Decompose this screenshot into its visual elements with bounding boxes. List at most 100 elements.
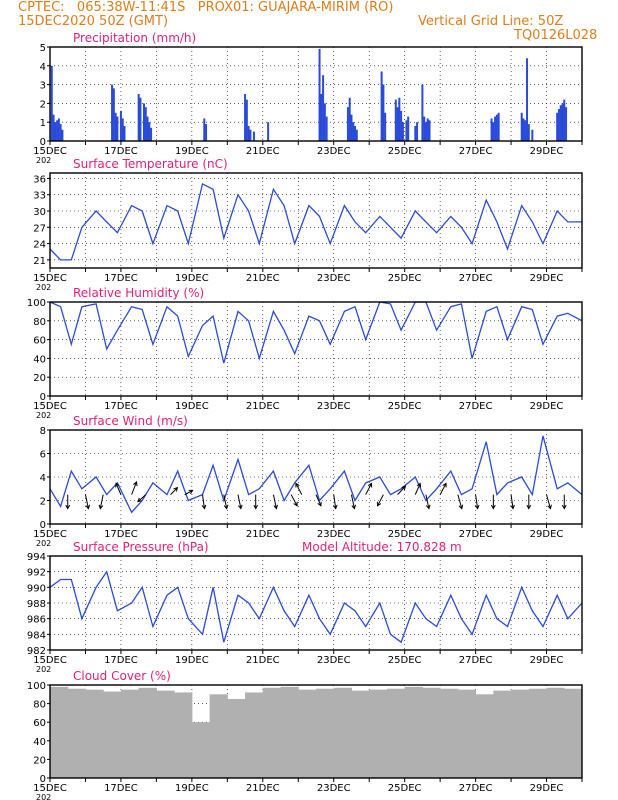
x-tick-label: 19DEC: [175, 273, 209, 284]
precip-bar: [428, 120, 431, 141]
x-tick-label: 15DEC: [33, 273, 67, 284]
cloud-bar: [386, 688, 406, 778]
y-tick-label: 36: [33, 174, 46, 185]
precip-bar: [490, 118, 493, 141]
wind-arrow-head: [201, 504, 207, 510]
x-tick-label: 19DEC: [175, 655, 209, 666]
precip-bar: [396, 107, 399, 141]
x-tick-label: 21DEC: [246, 273, 280, 284]
y-tick-label: 1: [40, 118, 46, 129]
wind-arrow-head: [490, 504, 496, 510]
panel-title: Cloud Cover (%): [73, 669, 171, 683]
precip-bar: [394, 99, 397, 141]
x-tick-label: 25DEC: [388, 273, 422, 284]
header-grid-note: Vertical Grid Line: 50Z: [418, 14, 564, 29]
precip-bar: [50, 65, 53, 141]
y-tick-label: 4: [40, 62, 46, 73]
y-tick-label: 0: [40, 392, 46, 403]
y-tick-label: 990: [27, 583, 46, 594]
wind-arrow: [414, 483, 421, 495]
x-tick-label: 15DEC: [33, 401, 67, 412]
precip-bar: [245, 99, 248, 141]
wind-arrow-head: [173, 486, 179, 492]
precip-bar: [114, 112, 117, 141]
wind-arrow-head: [561, 504, 567, 510]
series-line: [49, 570, 583, 644]
y-tick-label: 982: [27, 646, 46, 657]
panel-title: Surface Pressure (hPa): [73, 540, 209, 554]
precip-bar: [414, 125, 417, 141]
y-tick-label: 6: [40, 450, 46, 461]
precip-bar: [323, 103, 326, 141]
y-tick-label: 30: [33, 207, 46, 218]
cloud-bar: [457, 689, 477, 778]
y-tick-label: 24: [33, 240, 46, 251]
y-tick-label: 0: [40, 774, 46, 785]
cloud-bar: [120, 689, 140, 778]
precip-bar: [112, 88, 115, 141]
precip-bar: [144, 107, 147, 141]
y-tick-label: 80: [33, 317, 46, 328]
panel-frame: [49, 301, 583, 397]
cloud-bar: [156, 690, 175, 778]
x-tick-label: 23DEC: [317, 529, 351, 540]
precip-bar: [524, 120, 527, 141]
cloud-bar: [422, 687, 441, 778]
precip-bar: [346, 107, 349, 141]
header-code: TQ0126L028: [514, 28, 598, 43]
wind-arrow-head: [416, 482, 422, 488]
precip-bar: [150, 127, 153, 141]
cloud-bar: [493, 690, 512, 778]
precip-bar: [52, 114, 55, 141]
x-tick-label: 23DEC: [317, 146, 351, 157]
precip-bar: [247, 125, 250, 141]
x-tick-label: 29DEC: [530, 655, 564, 666]
precip-bar: [561, 103, 564, 141]
y-tick-label: 60: [33, 336, 46, 347]
precip-bar: [205, 124, 208, 141]
precip-bar: [123, 125, 126, 141]
wind-arrow: [315, 494, 322, 507]
wind-arrow: [184, 489, 193, 496]
x-tick-label: 15DEC: [33, 783, 67, 794]
x-tick-label: 25DEC: [388, 529, 422, 540]
cloud-bar: [333, 687, 352, 778]
precip-bar: [405, 120, 408, 141]
panel-frame: [49, 429, 583, 525]
x-tick-label: 23DEC: [317, 401, 351, 412]
precip-bar: [400, 110, 403, 141]
x-tick-label: 25DEC: [388, 401, 422, 412]
precip-bar: [352, 122, 355, 141]
panel-frame: [49, 172, 583, 269]
wind-arrow-head: [401, 485, 407, 491]
panel-frame: [49, 46, 583, 142]
cloud-bar: [546, 687, 565, 778]
y-tick-label: 3: [40, 81, 46, 92]
precip-bar: [557, 109, 560, 141]
precip-bar: [426, 118, 429, 141]
panel-title: Precipitation (mm/h): [73, 31, 196, 45]
precip-bar: [520, 112, 523, 141]
x-tick-label: 29DEC: [530, 401, 564, 412]
precip-bar: [531, 129, 534, 141]
x-tick-label: 23DEC: [317, 273, 351, 284]
cloud-bar: [103, 691, 122, 778]
precip-bar: [142, 103, 145, 141]
precip-bar: [121, 118, 124, 141]
precip-bar: [54, 122, 57, 141]
x-tick-label: 29DEC: [530, 783, 564, 794]
y-tick-label: 994: [27, 552, 46, 563]
model-altitude-label: Model Altitude: 170.828 m: [302, 540, 462, 554]
wind-arrow: [99, 494, 104, 509]
wind-arrow: [223, 494, 228, 509]
precip-bar: [398, 97, 401, 141]
precip-bar: [244, 94, 247, 141]
precip-bar: [318, 48, 321, 141]
wind-arrow-head: [293, 501, 298, 507]
wind-arrow-head: [442, 482, 447, 488]
precip-bar: [494, 116, 497, 141]
cloud-bar: [369, 689, 388, 778]
cloud-bar: [209, 694, 228, 778]
precip-bar: [522, 118, 525, 141]
cloud-bar: [280, 686, 299, 778]
